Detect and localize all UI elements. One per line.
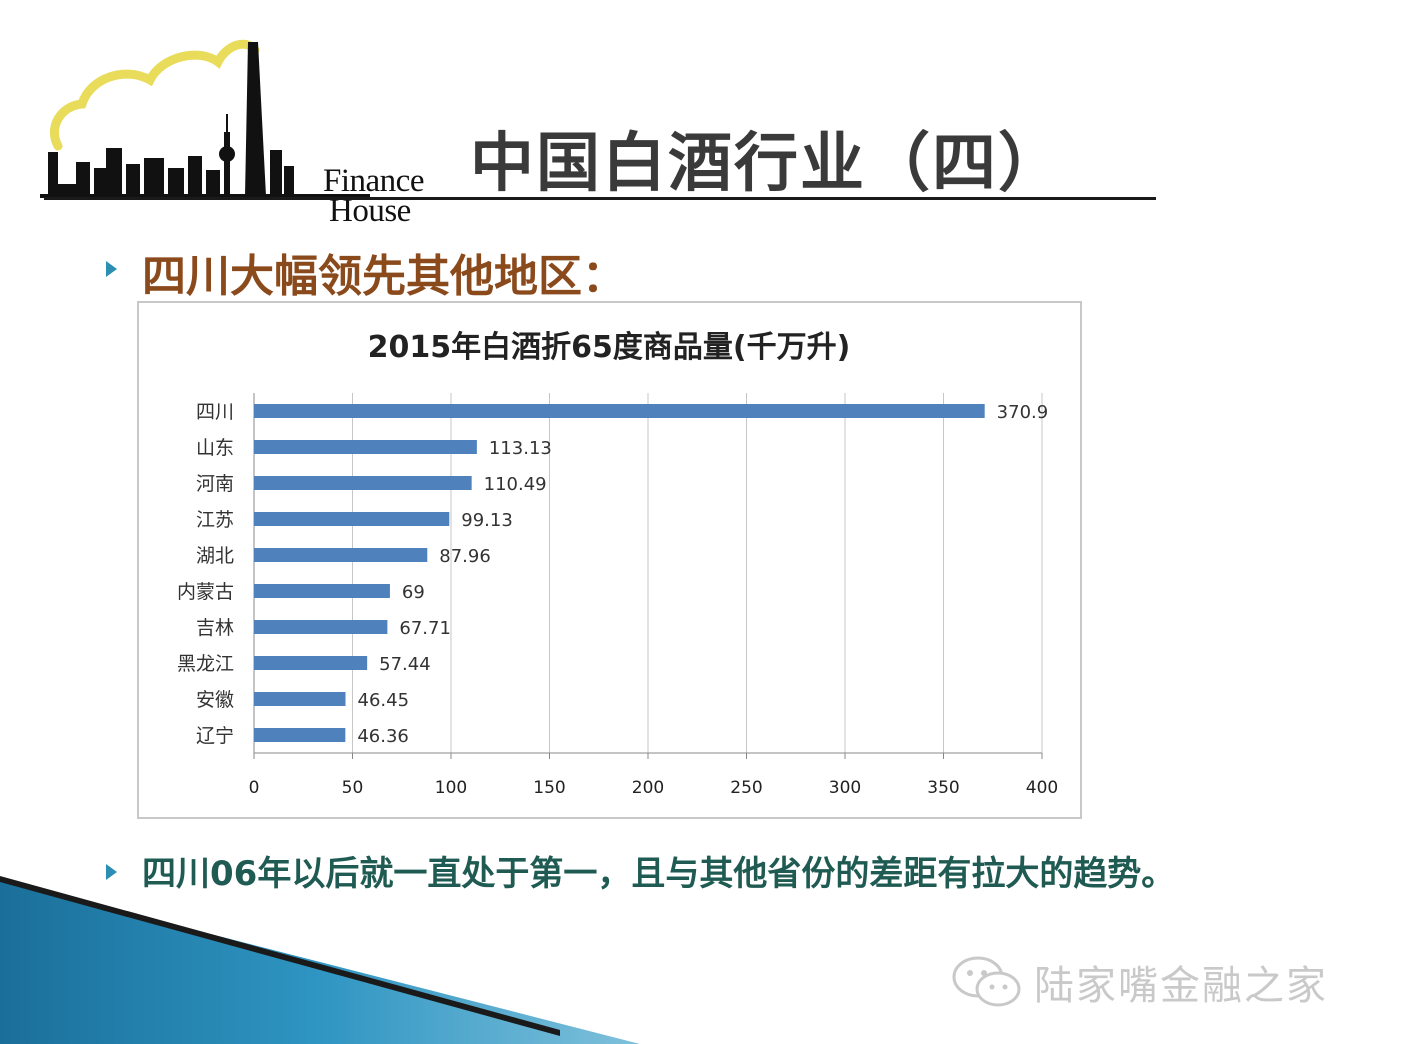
x-tick-label: 350 <box>927 778 959 798</box>
category-label: 江苏 <box>196 509 234 531</box>
bar <box>254 476 472 490</box>
title-divider <box>44 197 1156 200</box>
decorative-wedge <box>0 876 640 1044</box>
x-tick-label: 250 <box>730 778 762 798</box>
chart-x-tick-labels: 0 50 100 150 200 250 300 350 400 <box>249 778 1059 798</box>
bar <box>254 620 388 634</box>
category-label: 四川 <box>196 401 234 423</box>
value-label: 113.13 <box>489 438 552 459</box>
category-label: 吉林 <box>196 617 234 639</box>
x-tick-label: 0 <box>249 778 260 798</box>
bar <box>254 440 477 454</box>
watermark-text: 陆家嘴金融之家 <box>1034 963 1328 1009</box>
chart-bars <box>254 404 985 742</box>
bullet-arrow-icon <box>106 261 117 277</box>
value-label: 99.13 <box>461 510 513 531</box>
bar-chart: 2015年白酒折65度商品量(千万升) 四川山东河南江苏湖北内蒙古吉林黑龙江安徽… <box>177 330 1059 798</box>
value-label: 69 <box>402 582 425 603</box>
bar <box>254 692 346 706</box>
x-tick-label: 300 <box>829 778 861 798</box>
logo-word-finance: Finance <box>323 163 424 199</box>
bullet-arrow-icon <box>106 864 117 880</box>
value-label: 87.96 <box>439 546 491 567</box>
value-label: 110.49 <box>484 474 547 495</box>
value-label: 46.45 <box>358 690 410 711</box>
chart-value-labels: 370.9 113.13 110.49 99.13 87.96 69 67.71 57.44 4… <box>357 402 1048 747</box>
slide-note: 四川06年以后就一直处于第一，且与其他省份的差距有拉大的趋势。 <box>142 854 1176 894</box>
value-label: 370.9 <box>997 402 1049 423</box>
x-tick-label: 100 <box>435 778 467 798</box>
skyline-logo-icon <box>40 39 370 198</box>
company-logo: Finance House <box>40 28 440 228</box>
x-tick-label: 200 <box>632 778 664 798</box>
x-tick-label: 150 <box>533 778 565 798</box>
category-label: 湖北 <box>196 545 234 567</box>
category-label: 内蒙古 <box>177 581 234 603</box>
watermark: 陆家嘴金融之家 <box>950 952 1328 1012</box>
chart-frame: 2015年白酒折65度商品量(千万升) 四川山东河南江苏湖北内蒙古吉林黑龙江安徽… <box>137 301 1082 819</box>
bar <box>254 584 390 598</box>
bar <box>254 404 985 418</box>
category-label: 黑龙江 <box>177 653 234 675</box>
category-label: 山东 <box>196 437 234 459</box>
bar <box>254 512 450 526</box>
bar <box>254 656 368 670</box>
slide-subtitle: 四川大幅领先其他地区： <box>142 251 626 302</box>
page-title: 中国白酒行业（四） <box>470 127 1064 201</box>
chart-title: 2015年白酒折65度商品量(千万升) <box>368 330 851 365</box>
logo-word-house: House <box>329 193 411 229</box>
category-label: 安徽 <box>196 689 234 711</box>
value-label: 57.44 <box>379 654 431 675</box>
category-label: 辽宁 <box>196 725 234 747</box>
bar <box>254 548 428 562</box>
wechat-icon <box>952 956 1021 1007</box>
x-tick-label: 50 <box>342 778 364 798</box>
category-label: 河南 <box>196 473 234 495</box>
bar <box>254 728 346 742</box>
value-label: 46.36 <box>357 726 409 747</box>
x-tick-label: 400 <box>1026 778 1058 798</box>
value-label: 67.71 <box>399 618 451 639</box>
